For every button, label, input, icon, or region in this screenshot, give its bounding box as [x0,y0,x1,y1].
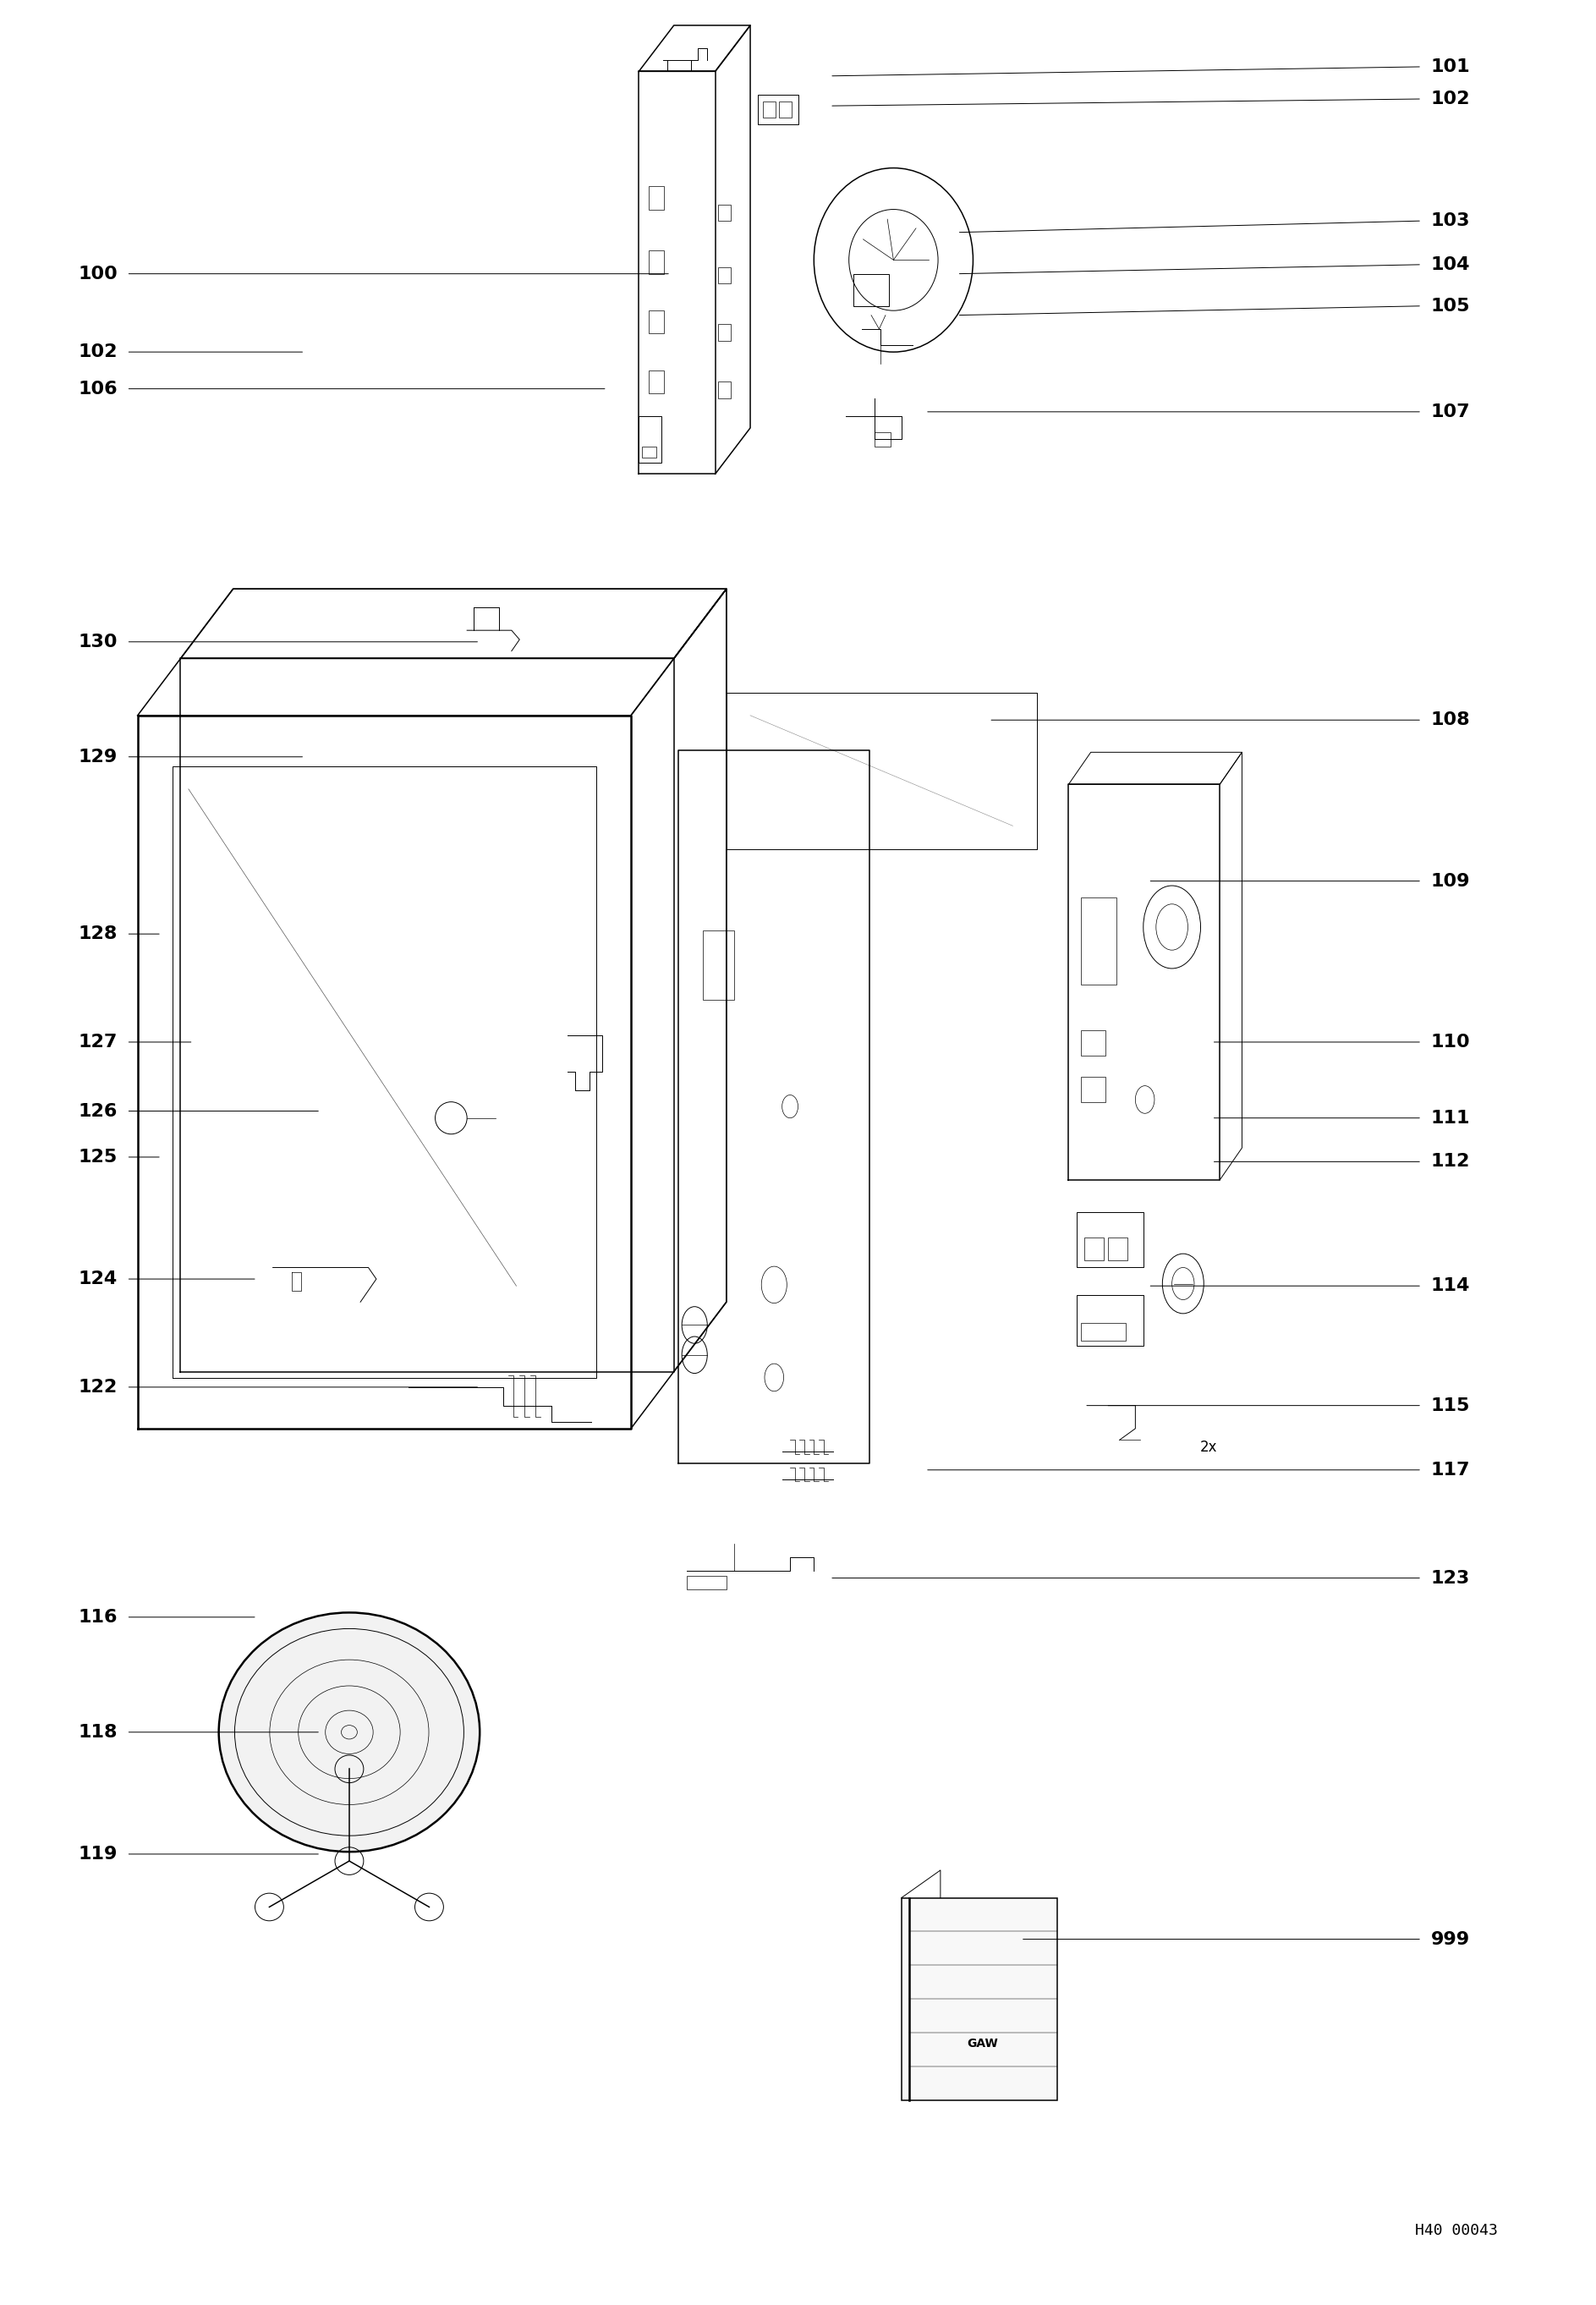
Bar [763,101,776,118]
Text: 103: 103 [1430,212,1470,228]
Text: 116: 116 [78,1609,118,1625]
Bar [702,931,734,1000]
Text: 115: 115 [1432,1397,1470,1413]
Text: 110: 110 [1430,1033,1470,1051]
Bar [648,187,664,210]
Text: 2x: 2x [1200,1438,1218,1454]
Bar [1084,1238,1103,1261]
Bar [638,417,661,463]
Bar [1080,1030,1104,1056]
Text: H40 00043: H40 00043 [1416,2222,1499,2238]
Bar [902,1897,1058,2100]
Bar [686,1577,726,1590]
Bar [779,101,792,118]
Text: 126: 126 [78,1102,118,1120]
Text: 109: 109 [1430,874,1470,890]
Text: 112: 112 [1432,1152,1470,1171]
Text: 122: 122 [78,1378,118,1395]
Text: 125: 125 [78,1148,118,1166]
Bar [1076,1212,1143,1268]
Bar [875,433,891,447]
Bar [1080,1323,1125,1342]
Bar [1076,1295,1143,1346]
Text: 123: 123 [1432,1570,1470,1586]
Ellipse shape [219,1613,480,1851]
Text: 107: 107 [1430,403,1470,420]
Text: 100: 100 [78,265,118,281]
Bar [648,251,664,274]
Text: 101: 101 [1430,58,1470,76]
Text: 102: 102 [78,343,118,360]
Text: 105: 105 [1430,297,1470,313]
Text: 104: 104 [1430,256,1470,272]
Text: GAW: GAW [967,2038,998,2049]
Text: 124: 124 [78,1270,118,1288]
Bar [648,371,664,394]
Text: 128: 128 [78,927,118,943]
Bar [1080,897,1116,984]
Text: 127: 127 [78,1033,118,1051]
Text: 117: 117 [1430,1461,1470,1478]
Bar [854,274,889,307]
Bar [648,311,664,334]
Bar [1108,1238,1127,1261]
Text: 106: 106 [78,380,118,396]
Bar [642,447,656,459]
Bar [1080,1076,1104,1102]
Bar [718,383,731,399]
Text: 114: 114 [1432,1277,1470,1295]
Bar [718,325,731,341]
Bar [718,267,731,284]
Text: 999: 999 [1432,1932,1470,1948]
Text: 119: 119 [78,1846,118,1862]
Bar [758,95,798,124]
Text: 102: 102 [1430,90,1470,108]
Text: 118: 118 [78,1724,118,1740]
Text: 108: 108 [1430,712,1470,728]
Text: 129: 129 [78,749,118,765]
Text: 130: 130 [78,634,118,650]
Bar [718,205,731,221]
Text: 111: 111 [1430,1109,1470,1127]
